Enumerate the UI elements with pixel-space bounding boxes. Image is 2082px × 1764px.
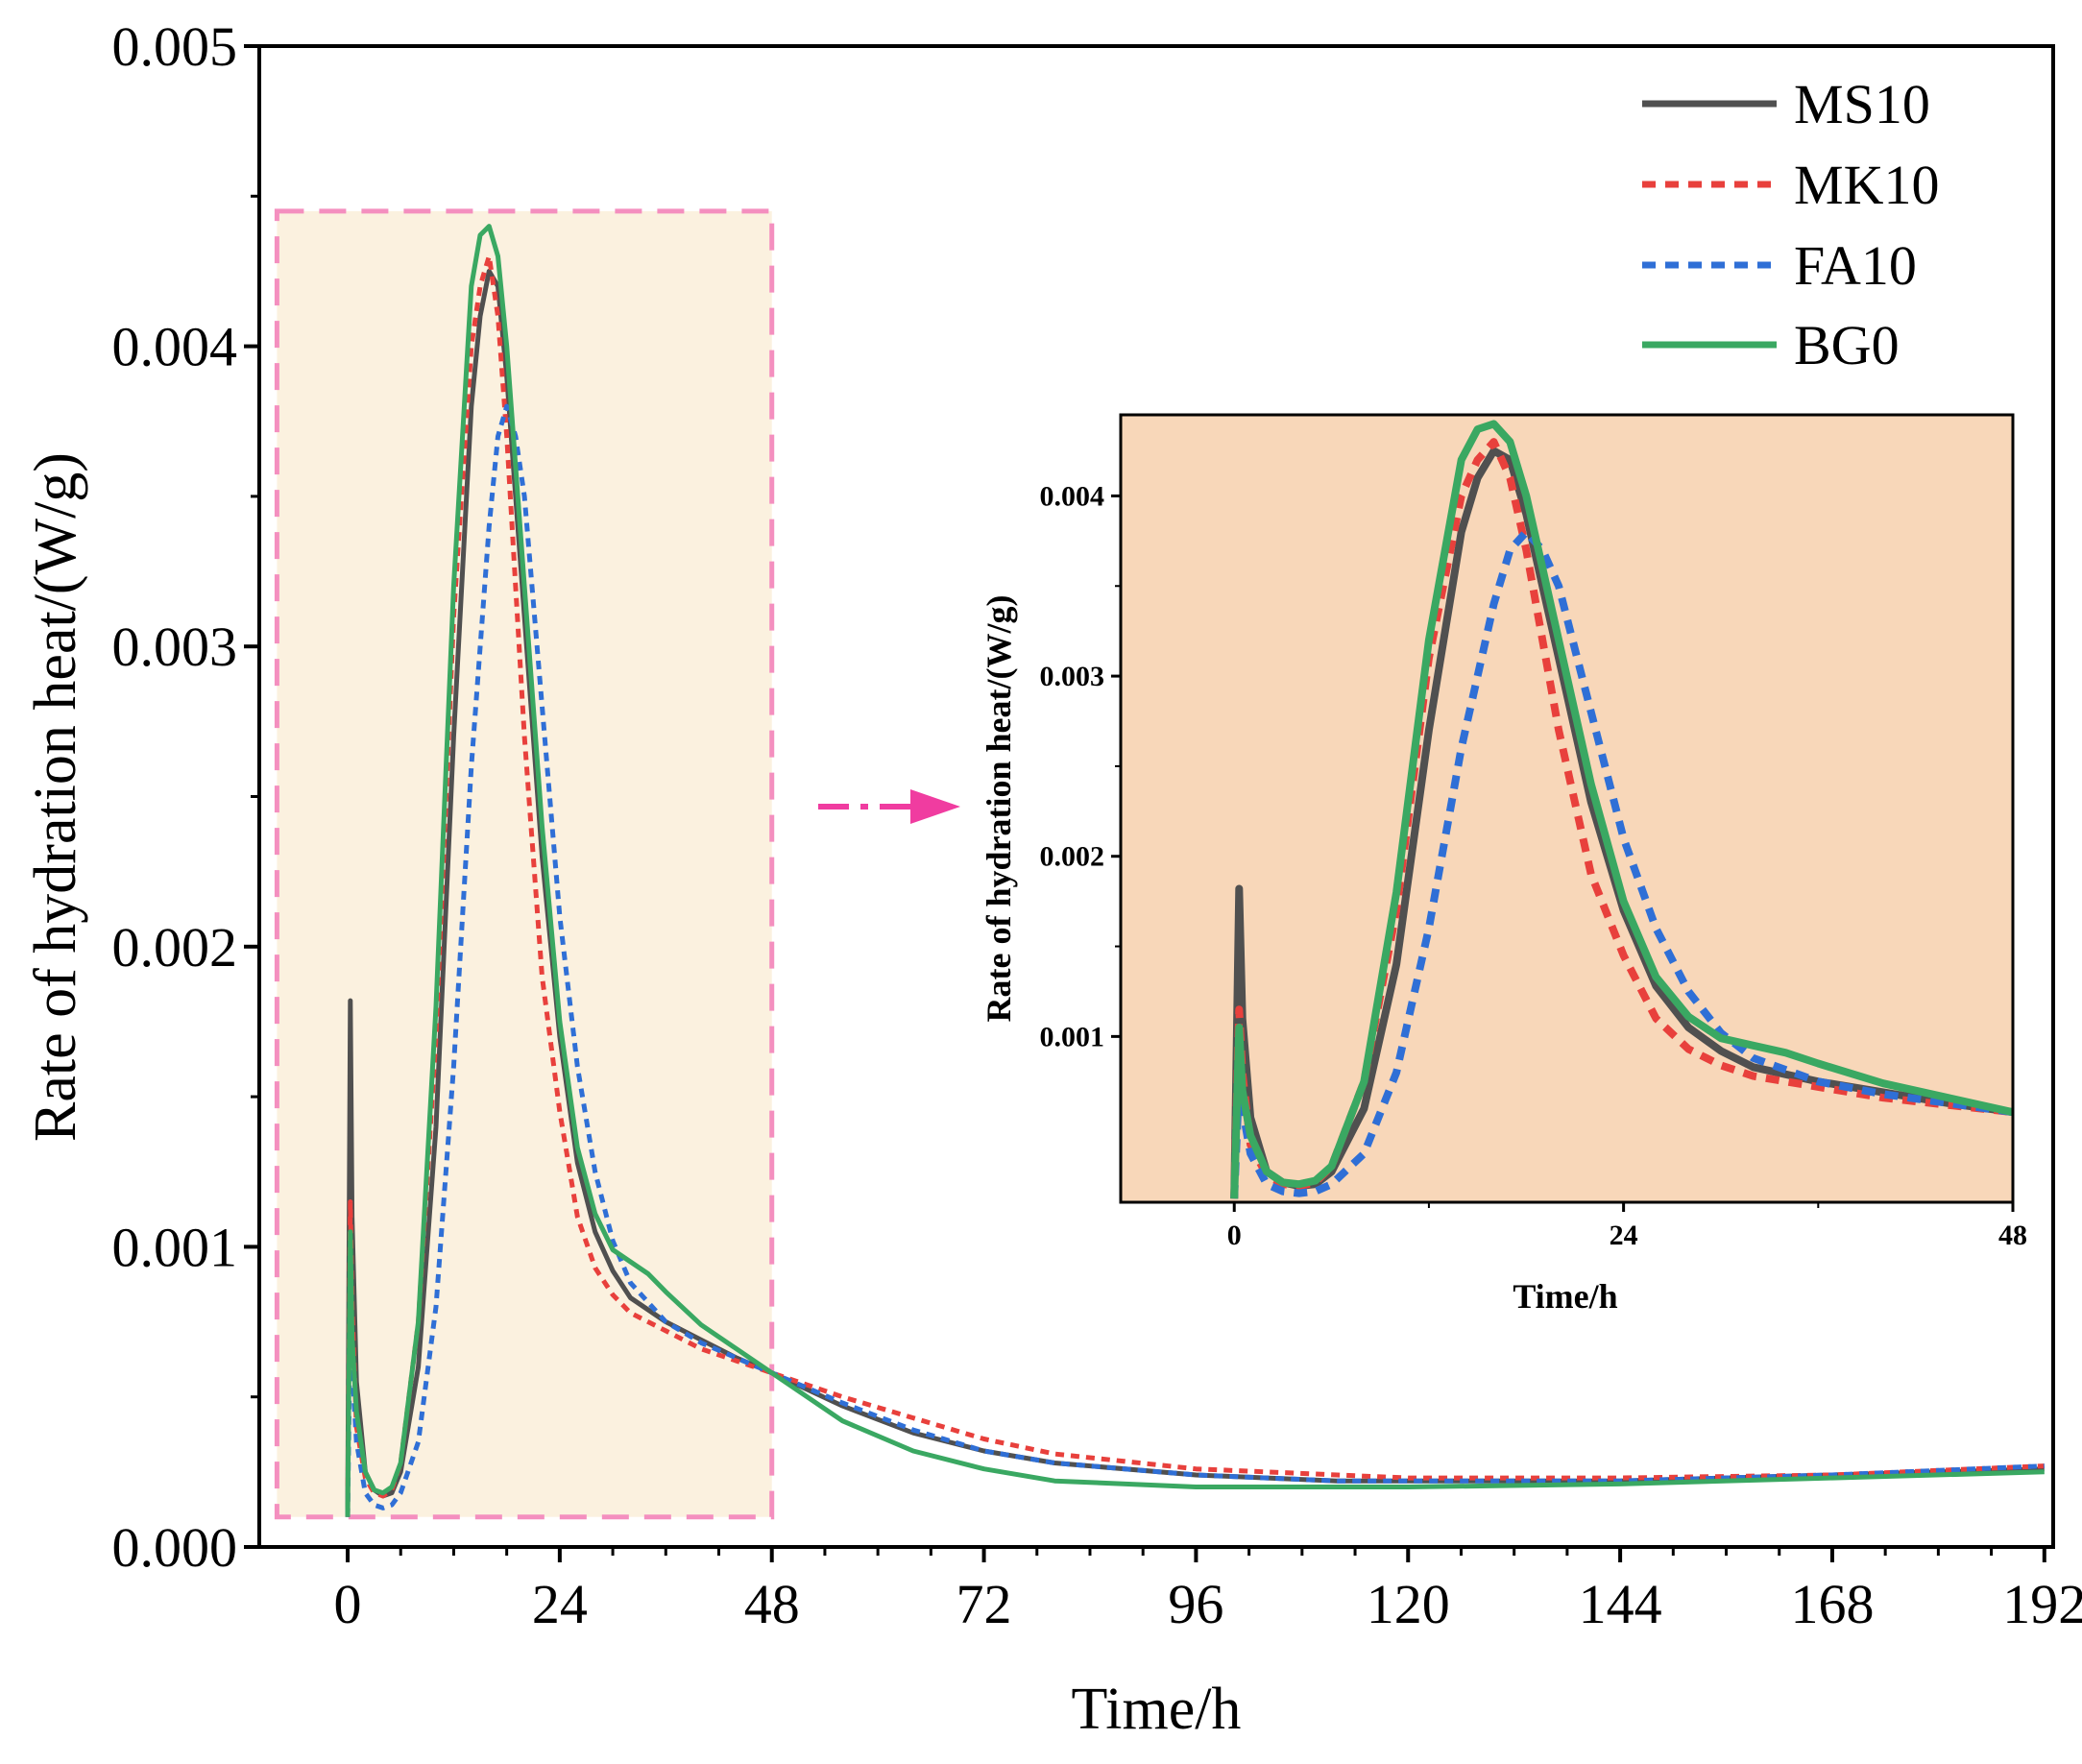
- main-x-tick-label: 192: [2002, 1573, 2082, 1635]
- inset-y-axis: 0.001 0.002 0.003 0.004: [1040, 480, 1121, 1052]
- legend: MS10 MK10 FA10 BG0: [1642, 73, 1939, 376]
- main-series-group: [345, 224, 2045, 1517]
- main-y-axis: 0.000 0.001 0.002 0.003 0.004 0.005: [112, 15, 259, 1579]
- inset-x-tick-label: 24: [1610, 1220, 1638, 1251]
- inset-y-axis-title: Rate of hydration heat/(W/g): [980, 595, 1018, 1023]
- main-y-tick-label: 0.004: [112, 316, 238, 378]
- main-y-tick-label: 0.002: [112, 916, 238, 979]
- inset-background: [1121, 415, 2013, 1202]
- main-y-axis-title: Rate of hydration heat/(W/g): [23, 452, 88, 1142]
- zoom-arrow: [818, 789, 960, 824]
- series-mk10: [345, 254, 2045, 1517]
- series-bg0: [1230, 420, 2013, 1199]
- series-fa10: [1230, 528, 2013, 1199]
- inset-x-axis: 0 24 48: [1227, 1202, 2027, 1251]
- main-x-tick-label: 120: [1367, 1573, 1450, 1635]
- main-x-axis: 0 24 48 72 96 120 144 168 192: [334, 1547, 2082, 1635]
- inset-y-tick-label: 0.001: [1040, 1021, 1105, 1052]
- legend-label-bg0: BG0: [1794, 314, 1900, 376]
- legend-label-fa10: FA10: [1794, 234, 1917, 297]
- legend-label-ms10: MS10: [1794, 73, 1930, 135]
- legend-label-mk10: MK10: [1794, 154, 1939, 216]
- main-plot: 0 24 48 72 96 120 144 168 192 0.0000.0010.0020.0…: [23, 15, 2082, 1742]
- inset-frame: [1119, 413, 2015, 1204]
- main-x-axis-title: Time/h: [1072, 1677, 1242, 1742]
- inset-series-group: [1230, 420, 2013, 1199]
- inset-y-tick-label: 0.003: [1040, 661, 1105, 692]
- main-y-tick-label: 0.001: [112, 1216, 238, 1278]
- main-x-tick-label: 0: [334, 1573, 362, 1635]
- inset-plot: 0 24 48 0.001 0.002 0.003 0.004 Time/h Rate o…: [980, 413, 2027, 1316]
- main-x-tick-label: 96: [1168, 1573, 1223, 1635]
- main-x-tick-label: 144: [1579, 1573, 1662, 1635]
- main-x-tick-label: 168: [1790, 1573, 1874, 1635]
- inset-x-tick-label: 0: [1227, 1220, 1242, 1251]
- series-bg0: [345, 224, 2045, 1517]
- inset-y-tick-label: 0.004: [1040, 480, 1105, 512]
- inset-x-axis-title: Time/h: [1513, 1277, 1617, 1316]
- main-x-tick-label: 72: [956, 1573, 1012, 1635]
- highlight-region: [274, 208, 775, 1520]
- main-y-tick-label: 0.005: [112, 15, 238, 78]
- inset-x-tick-label: 48: [1998, 1220, 2027, 1251]
- inset-y-tick-label: 0.002: [1040, 841, 1105, 873]
- zoom-arrow-head: [910, 789, 960, 824]
- main-x-tick-label: 48: [744, 1573, 800, 1635]
- main-y-tick-label: 0.000: [112, 1516, 238, 1579]
- main-y-tick-label: 0.003: [112, 616, 238, 678]
- main-x-tick-label: 24: [532, 1573, 588, 1635]
